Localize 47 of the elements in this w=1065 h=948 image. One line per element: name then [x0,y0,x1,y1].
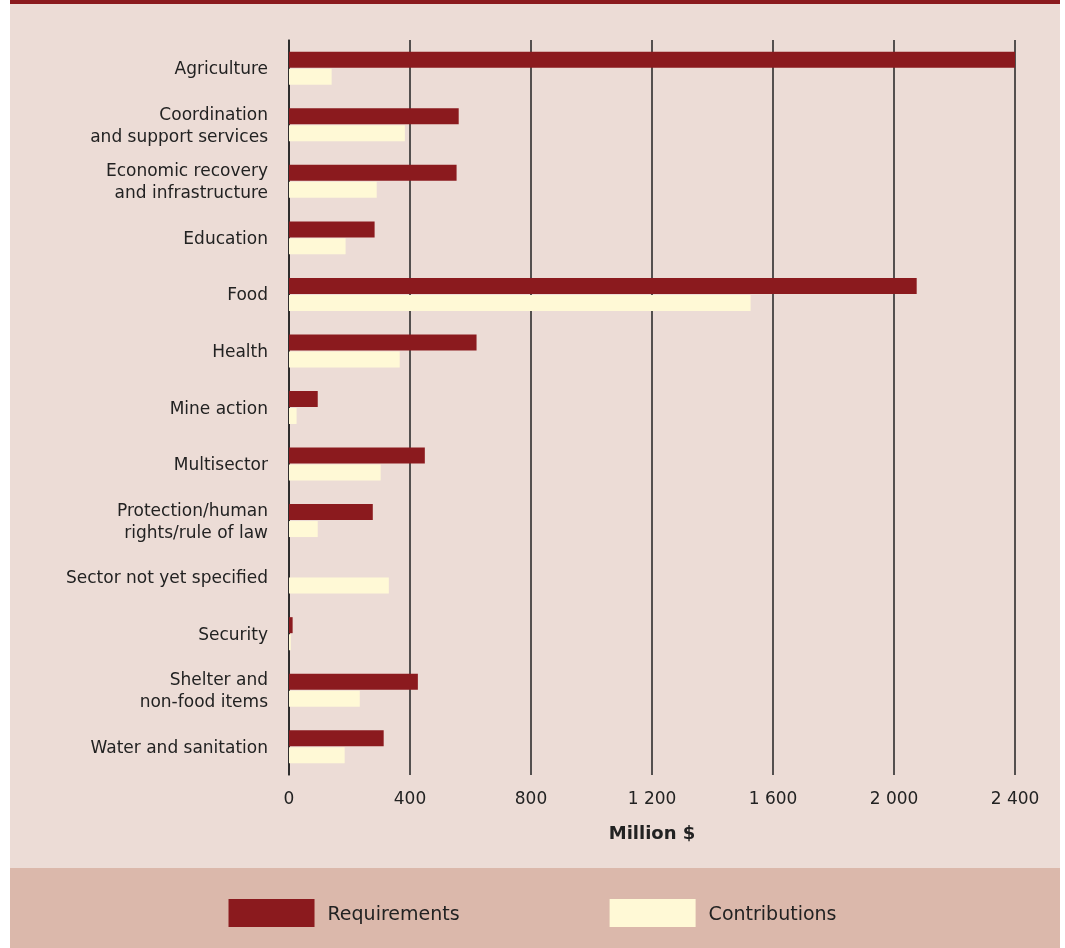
bar [289,351,400,368]
x-tick-label: 2 000 [869,787,919,808]
y-tick-label: Agriculture [174,58,268,79]
y-tick-label: Shelter and non-food items [139,669,269,712]
x-tick-label: 1 600 [748,787,798,808]
legend-label: Requirements [327,902,460,924]
x-axis-title: Million $ [608,821,696,843]
bar [289,464,381,481]
y-tick-label: Food [227,284,268,305]
bar [289,238,346,255]
bar [289,577,389,594]
y-tick-label: Security [198,623,268,644]
bar [289,294,751,311]
y-tick-label: Multisector [173,454,268,475]
y-tick-label: Education [183,227,268,248]
bar [289,504,373,521]
bar [289,521,318,538]
bar [289,51,1015,68]
bar [289,334,477,351]
legend-label: Contributions [708,902,837,924]
y-tick-label: Economic recovery and infrastructure [105,160,268,203]
x-tick-label: 0 [283,787,295,808]
x-tick-label: 2 400 [990,787,1040,808]
x-tick-label: 800 [514,787,548,808]
bar [289,747,345,764]
bar [289,617,293,634]
bar [289,125,405,142]
bar [289,181,377,198]
bar [289,447,425,464]
y-tick-label: Coordination and support services [90,103,269,146]
y-tick-label: Protection/human rights/rule of law [116,499,269,542]
bar [289,407,297,424]
y-tick-label: Water and sanitation [90,736,268,757]
bar [289,68,332,85]
bar [289,164,457,181]
bar [289,108,459,125]
bar [289,730,384,747]
bar [289,673,418,690]
y-tick-label: Health [212,340,268,361]
bar [289,277,917,294]
x-tick-label: 400 [393,787,427,808]
bar [289,221,375,238]
y-tick-label: Mine action [169,397,268,418]
y-tick-label: Sector not yet specified [65,567,268,588]
x-tick-label: 1 200 [627,787,677,808]
bar [289,690,360,707]
bar [289,391,318,408]
